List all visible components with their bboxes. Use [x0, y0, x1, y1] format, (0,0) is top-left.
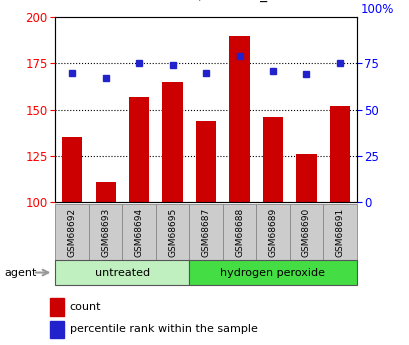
Text: percentile rank within the sample: percentile rank within the sample — [70, 324, 257, 334]
Text: GSM68693: GSM68693 — [101, 207, 110, 257]
Text: hydrogen peroxide: hydrogen peroxide — [220, 268, 325, 277]
Text: GSM68692: GSM68692 — [67, 207, 76, 257]
Bar — [129, 97, 149, 202]
Text: GSM68691: GSM68691 — [335, 207, 344, 257]
Text: GSM68688: GSM68688 — [234, 207, 243, 257]
Bar — [256, 204, 289, 260]
Bar — [162, 82, 182, 202]
Bar — [50, 298, 63, 316]
Bar — [95, 181, 115, 202]
Bar — [189, 204, 222, 260]
Bar — [155, 204, 189, 260]
Text: GSM68687: GSM68687 — [201, 207, 210, 257]
Text: untreated: untreated — [94, 268, 150, 277]
Bar — [122, 204, 155, 260]
Text: count: count — [70, 302, 101, 312]
Bar — [322, 204, 356, 260]
Bar — [262, 117, 282, 202]
Bar — [296, 154, 316, 202]
Text: GSM68695: GSM68695 — [168, 207, 177, 257]
Text: GSM68690: GSM68690 — [301, 207, 310, 257]
Bar — [62, 137, 82, 202]
Text: GSM68689: GSM68689 — [268, 207, 277, 257]
Bar — [222, 204, 256, 260]
Bar — [89, 204, 122, 260]
Bar — [189, 260, 356, 285]
Text: GSM68694: GSM68694 — [134, 207, 143, 257]
Bar — [55, 204, 89, 260]
Bar — [55, 260, 189, 285]
Bar — [196, 121, 216, 202]
Bar — [50, 321, 63, 338]
Bar — [329, 106, 349, 202]
Text: 100%: 100% — [360, 2, 393, 16]
Bar — [289, 204, 322, 260]
Text: GDS1469 / PA5210_at: GDS1469 / PA5210_at — [128, 0, 281, 2]
Bar — [229, 36, 249, 202]
Text: agent: agent — [4, 268, 36, 277]
